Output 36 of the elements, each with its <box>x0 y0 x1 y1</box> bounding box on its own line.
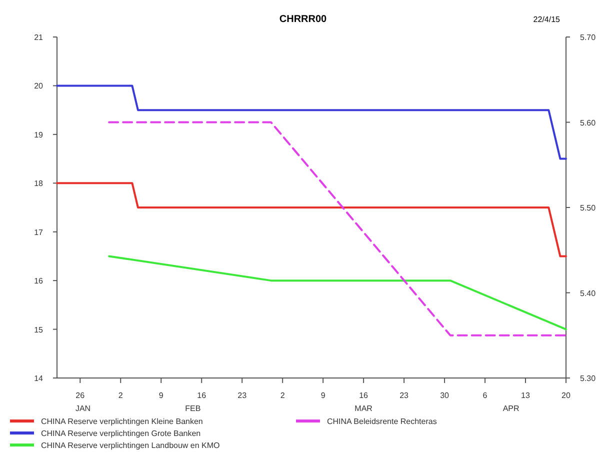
x-tick-label: 26 <box>76 391 86 400</box>
text: MAR <box>354 404 373 413</box>
chart-title: CHRRR00 <box>279 14 328 25</box>
x-tick-label: 23 <box>238 391 248 400</box>
legend-label: CHINA Beleidsrente Rechteras <box>327 417 437 426</box>
x-tick-label: 6 <box>482 391 488 400</box>
y2-tick-label: 5.30 <box>580 374 596 383</box>
x-tick-label: 13 <box>521 391 531 400</box>
y2-tick-label: 5.40 <box>580 288 596 298</box>
y-tick-label: 19 <box>34 130 44 140</box>
text: JAN <box>75 404 91 413</box>
legend-label: CHINA Reserve verplichtingen Landbouw en KMO <box>41 441 220 450</box>
text: 22/4/15 <box>533 15 561 24</box>
text: APR <box>502 404 520 413</box>
y-tick-label: 14 <box>34 374 44 383</box>
x-tick-label: 23 <box>400 391 410 400</box>
x-tick-label: 2 <box>118 391 124 400</box>
x-tick-label: 30 <box>440 391 450 400</box>
y-tick-label: 15 <box>34 325 44 334</box>
legend-label: CHINA Reserve verplichtingen Kleine Banken <box>41 417 203 426</box>
y-tick-label: 21 <box>34 33 44 42</box>
y-tick-label: 18 <box>34 179 44 188</box>
legend-label: CHINA Reserve verplichtingen Grote Banken <box>41 429 201 438</box>
text: FEB <box>185 404 201 413</box>
y-tick-label: 17 <box>34 228 44 237</box>
y2-tick-label: 5.70 <box>580 33 596 42</box>
x-tick-label: 16 <box>359 391 369 400</box>
x-tick-label: 9 <box>320 391 326 400</box>
x-tick-label: 2 <box>280 391 286 400</box>
x-tick-label: 9 <box>158 391 164 400</box>
y-tick-label: 16 <box>34 276 44 286</box>
x-tick-label: 20 <box>562 391 571 400</box>
y2-tick-label: 5.60 <box>580 118 596 128</box>
y2-tick-label: 5.50 <box>580 204 596 212</box>
y-tick-label: 20 <box>34 82 44 91</box>
x-tick-label: 16 <box>197 391 207 400</box>
